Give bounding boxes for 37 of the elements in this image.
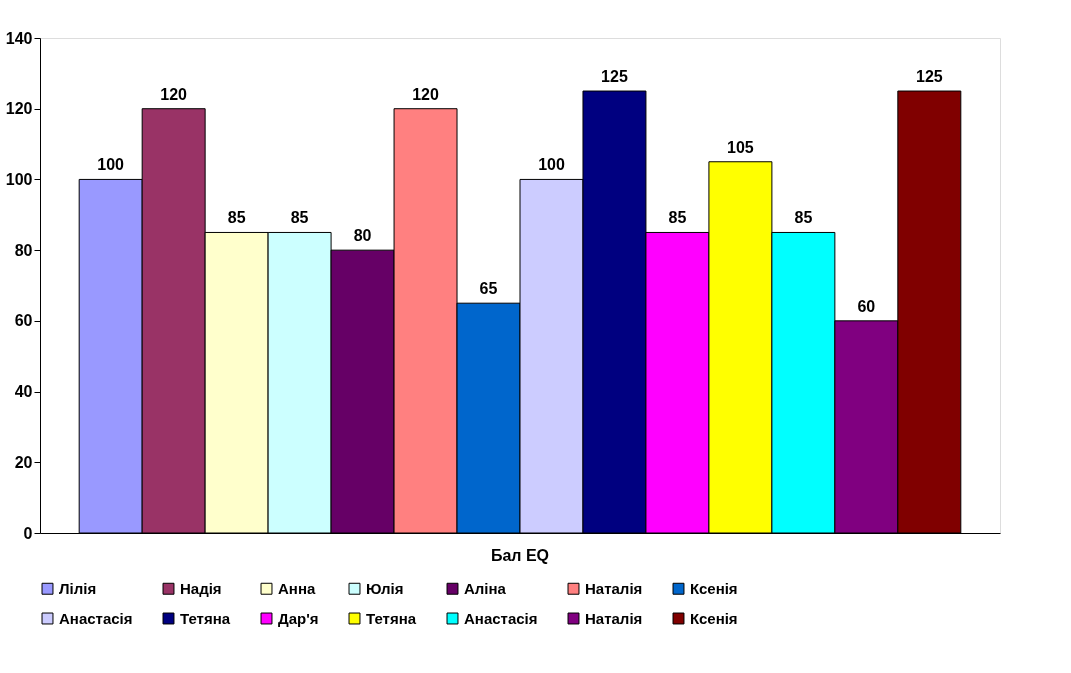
legend-label: Юлія bbox=[366, 579, 404, 597]
data-label: 85 bbox=[227, 209, 246, 227]
y-tick-label: 100 bbox=[5, 170, 33, 188]
data-label: 60 bbox=[857, 297, 876, 315]
legend-label: Ксенія bbox=[690, 579, 738, 597]
legend-label: Анна bbox=[278, 579, 316, 597]
legend-label: Лілія bbox=[59, 579, 97, 597]
y-tick-label: 40 bbox=[14, 383, 33, 401]
legend-label: Надія bbox=[180, 579, 222, 597]
data-label: 80 bbox=[353, 227, 372, 245]
y-tick-label: 60 bbox=[14, 312, 33, 330]
legend-label: Наталія bbox=[585, 579, 643, 597]
data-label: 100 bbox=[538, 156, 565, 174]
legend-label: Тетяна bbox=[366, 609, 417, 627]
y-tick-label: 0 bbox=[23, 524, 33, 542]
data-label: 120 bbox=[412, 85, 439, 103]
y-tick-label: 20 bbox=[14, 453, 33, 471]
x-tick-label: Бал EQ bbox=[490, 546, 550, 564]
legend-label: Тетяна bbox=[180, 609, 231, 627]
data-label: 85 bbox=[794, 209, 813, 227]
y-tick-label: 120 bbox=[5, 100, 33, 118]
data-label: 65 bbox=[479, 280, 498, 298]
legend-label: Наталія bbox=[585, 609, 643, 627]
legend-label: Ксенія bbox=[690, 609, 738, 627]
y-tick-label: 140 bbox=[5, 29, 33, 47]
legend-label: Анастасія bbox=[59, 609, 133, 627]
data-label: 100 bbox=[97, 156, 125, 174]
data-label: 125 bbox=[915, 68, 943, 86]
legend-label: Анастасія bbox=[464, 609, 538, 627]
data-label: 120 bbox=[160, 85, 188, 103]
data-label: 85 bbox=[290, 209, 309, 227]
y-tick-label: 80 bbox=[14, 241, 33, 259]
data-label: 125 bbox=[601, 68, 628, 86]
data-label: 85 bbox=[668, 209, 687, 227]
legend-label: Аліна bbox=[464, 579, 507, 597]
legend-label: Дар'я bbox=[278, 609, 319, 627]
data-label: 105 bbox=[727, 138, 754, 156]
